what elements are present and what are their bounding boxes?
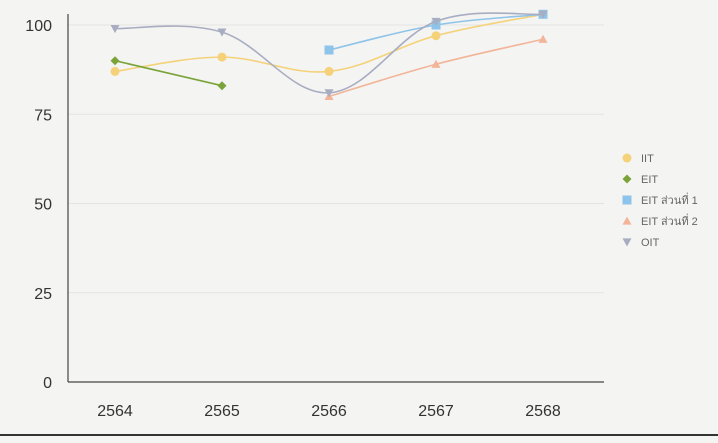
legend-item: EIT ส่วนที่ 2 <box>622 213 698 228</box>
x-tick-label: 2568 <box>525 403 561 420</box>
legend-label: EIT <box>641 174 658 186</box>
grid-lines <box>68 24 604 294</box>
data-point <box>110 56 120 66</box>
legend-marker <box>622 174 632 184</box>
data-point <box>431 31 441 41</box>
y-tick-label: 25 <box>34 286 52 303</box>
data-point <box>538 10 548 19</box>
legend-label: IIT <box>641 153 654 165</box>
data-point <box>324 45 334 55</box>
x-tick-label: 2565 <box>204 403 240 420</box>
data-point <box>217 28 227 37</box>
legend-item: EIT ส่วนที่ 1 <box>622 192 698 207</box>
data-point <box>217 81 227 91</box>
legend-label: EIT ส่วนที่ 2 <box>641 213 698 228</box>
legend-marker <box>622 195 632 205</box>
data-point <box>217 52 227 62</box>
data-point <box>431 17 441 26</box>
legend: IIT EIT EIT ส่วนที่ 1 EIT ส่วนที่ 2 OIT <box>622 153 698 249</box>
x-tick-label: 2567 <box>418 403 454 420</box>
series-eit-ส่วนที่-2 <box>324 34 548 100</box>
legend-marker <box>622 153 632 163</box>
y-tick-label: 75 <box>34 107 52 124</box>
legend-item: OIT <box>622 237 660 249</box>
legend-item: EIT <box>622 174 658 186</box>
series-layer <box>110 9 548 100</box>
data-point <box>110 66 120 76</box>
series-line <box>114 13 544 73</box>
data-point <box>324 89 334 98</box>
y-tick-label: 0 <box>43 375 52 392</box>
bottom-rule <box>0 434 718 436</box>
series-eit <box>110 56 227 91</box>
legend-label: OIT <box>641 237 660 249</box>
y-axis-ticks: 0 25 50 75 100 <box>25 18 52 392</box>
legend-item: IIT <box>622 153 654 165</box>
y-tick-label: 50 <box>34 197 52 214</box>
x-tick-label: 2564 <box>97 403 133 420</box>
data-point <box>538 34 548 43</box>
legend-label: EIT ส่วนที่ 1 <box>641 192 698 207</box>
data-point <box>110 24 120 34</box>
x-tick-label: 2566 <box>311 403 347 420</box>
legend-marker <box>622 216 632 225</box>
legend-marker <box>622 238 632 247</box>
series-line <box>114 59 223 87</box>
series-oit <box>110 10 548 98</box>
data-point <box>324 66 334 76</box>
data-point <box>431 59 441 68</box>
y-tick-label: 100 <box>25 18 52 35</box>
x-axis-ticks: 2564 2565 2566 2567 2568 <box>97 403 561 420</box>
